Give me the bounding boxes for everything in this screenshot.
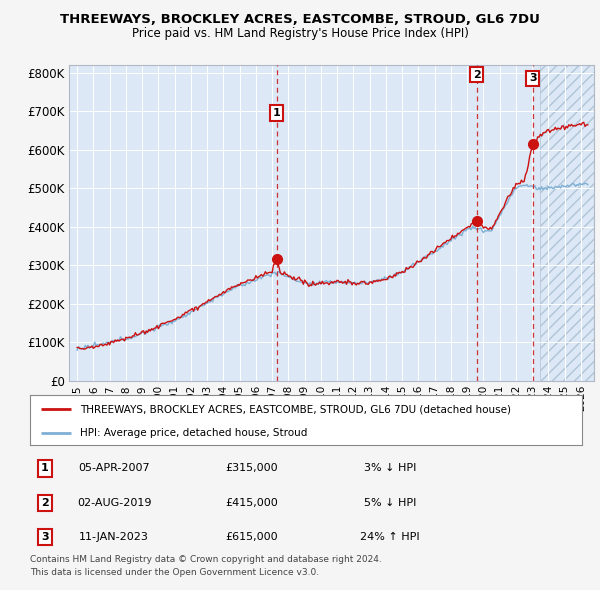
Text: 2: 2 <box>41 498 49 507</box>
Text: 24% ↑ HPI: 24% ↑ HPI <box>360 532 420 542</box>
Text: This data is licensed under the Open Government Licence v3.0.: This data is licensed under the Open Gov… <box>30 568 319 576</box>
Text: 05-APR-2007: 05-APR-2007 <box>78 464 150 473</box>
Text: £615,000: £615,000 <box>226 532 278 542</box>
Text: 5% ↓ HPI: 5% ↓ HPI <box>364 498 416 507</box>
Text: 3: 3 <box>529 73 536 83</box>
Text: 1: 1 <box>272 108 280 118</box>
Text: 02-AUG-2019: 02-AUG-2019 <box>77 498 151 507</box>
Text: THREEWAYS, BROCKLEY ACRES, EASTCOMBE, STROUD, GL6 7DU (detached house): THREEWAYS, BROCKLEY ACRES, EASTCOMBE, ST… <box>80 404 511 414</box>
Text: 3: 3 <box>41 532 49 542</box>
Text: £315,000: £315,000 <box>226 464 278 473</box>
Text: 3% ↓ HPI: 3% ↓ HPI <box>364 464 416 473</box>
Text: Contains HM Land Registry data © Crown copyright and database right 2024.: Contains HM Land Registry data © Crown c… <box>30 555 382 563</box>
Text: 11-JAN-2023: 11-JAN-2023 <box>79 532 149 542</box>
Text: £415,000: £415,000 <box>226 498 278 507</box>
Text: Price paid vs. HM Land Registry's House Price Index (HPI): Price paid vs. HM Land Registry's House … <box>131 27 469 40</box>
Text: THREEWAYS, BROCKLEY ACRES, EASTCOMBE, STROUD, GL6 7DU: THREEWAYS, BROCKLEY ACRES, EASTCOMBE, ST… <box>60 13 540 26</box>
Text: 1: 1 <box>41 464 49 473</box>
Text: HPI: Average price, detached house, Stroud: HPI: Average price, detached house, Stro… <box>80 428 307 438</box>
Text: 2: 2 <box>473 70 481 80</box>
